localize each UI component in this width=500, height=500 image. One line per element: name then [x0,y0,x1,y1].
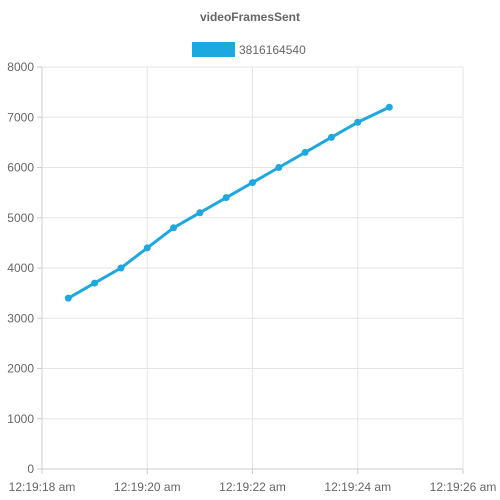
gridlines [42,66,464,469]
data-point [354,118,362,126]
data-point [385,103,393,111]
data-point [249,179,256,187]
data-point [196,209,204,217]
x-tick-label: 12:19:26 am [430,480,497,494]
y-axis-ticks: 0 1000 2000 3000 4000 5000 6000 7000 8000 [7,60,42,476]
series-3816164540 [64,103,393,302]
y-tick-label: 0 [27,462,34,476]
y-tick-label: 7000 [7,110,34,124]
legend[interactable]: 3816164540 [192,42,306,57]
data-point [327,133,335,141]
y-tick-label: 1000 [7,412,34,426]
x-tick-label: 12:19:20 am [114,480,181,494]
data-point [301,148,309,156]
x-axis-ticks: 12:19:18 am 12:19:20 am 12:19:22 am 12:19:2… [9,469,497,494]
legend-swatch [192,42,235,57]
data-point [170,224,178,232]
y-tick-label: 2000 [7,362,34,376]
y-tick-label: 4000 [7,261,34,275]
data-point [222,194,230,202]
y-tick-label: 5000 [7,211,34,225]
data-point [91,279,99,287]
chart-title: videoFramesSent [200,10,300,24]
data-point [117,264,125,272]
data-point [143,244,151,252]
x-tick-label: 12:19:18 am [9,480,76,494]
y-tick-label: 8000 [7,60,34,74]
x-tick-label: 12:19:24 am [324,480,391,494]
y-tick-label: 3000 [7,311,34,325]
x-tick-label: 12:19:22 am [219,480,286,494]
legend-label: 3816164540 [239,43,306,57]
data-point [64,294,72,302]
data-point [275,164,283,171]
y-tick-label: 6000 [7,161,34,175]
series-line [66,105,391,300]
